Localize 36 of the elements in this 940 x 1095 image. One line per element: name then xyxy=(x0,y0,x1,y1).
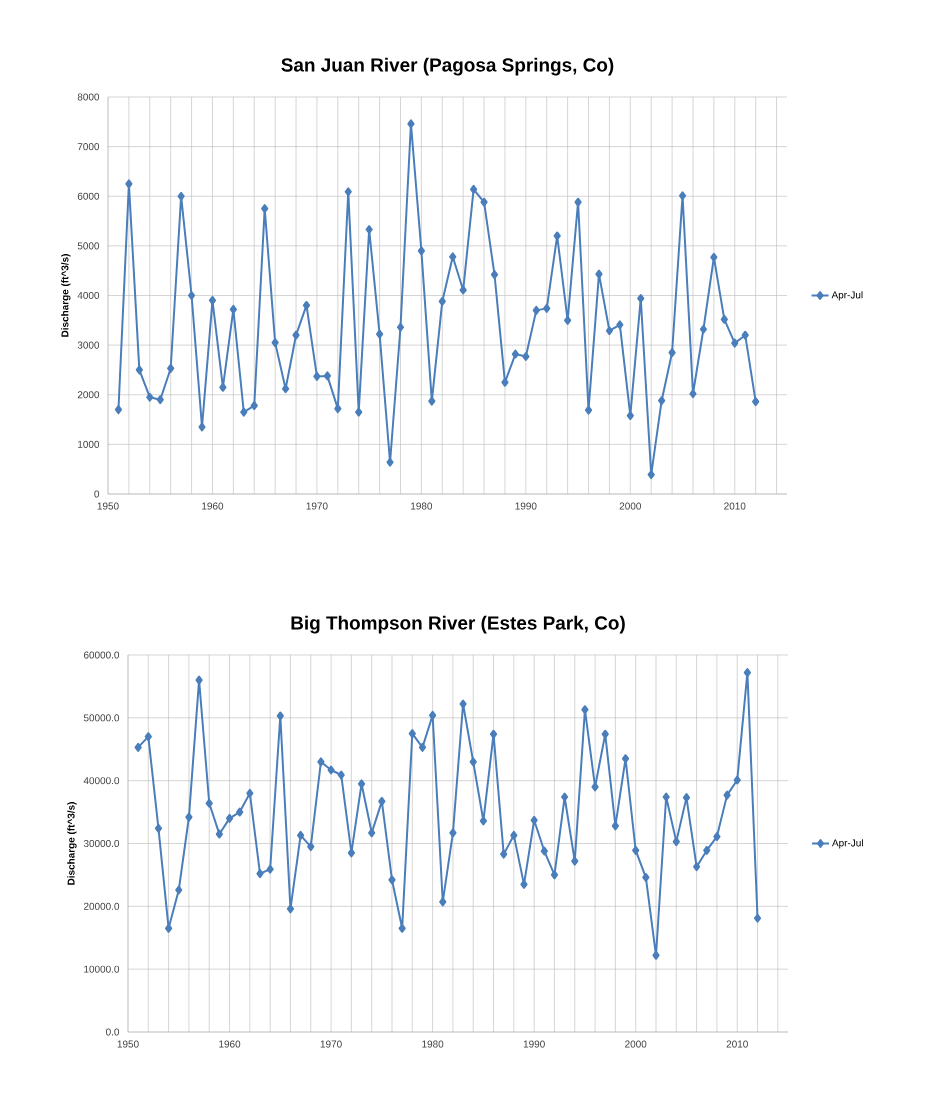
legend-label: Apr-Jul xyxy=(831,291,863,301)
x-tick-label: 1980 xyxy=(422,1040,444,1048)
y-tick-label: 4000 xyxy=(77,291,100,300)
y-tick-label: 60000.0 xyxy=(83,651,120,659)
x-tick-label: 1980 xyxy=(411,502,433,510)
y-tick-label: 0.0 xyxy=(106,1028,120,1036)
y-tick-label: 10000.0 xyxy=(84,965,120,973)
x-tick-label: 1990 xyxy=(523,1040,545,1048)
x-tick-label: 1950 xyxy=(97,502,119,510)
y-tick-label: 30000.0 xyxy=(83,839,120,848)
y-tick-label: 1000 xyxy=(78,440,100,448)
x-tick-label: 1960 xyxy=(219,1040,241,1048)
x-tick-label: 2000 xyxy=(625,1040,647,1048)
y-tick-label: 2000 xyxy=(77,391,100,399)
x-tick-label: 1990 xyxy=(515,502,537,510)
y-tick-label: 40000.0 xyxy=(83,777,120,785)
y-axis-title: Discharge (ft^3/s) xyxy=(67,802,77,885)
y-axis-title: Discharge (ft^3/s) xyxy=(61,254,71,337)
x-tick-label: 1970 xyxy=(320,1040,342,1048)
x-tick-label: 1970 xyxy=(306,502,328,510)
x-tick-label: 1950 xyxy=(117,1040,139,1048)
y-tick-label: 6000 xyxy=(77,192,100,200)
y-tick-label: 0 xyxy=(94,490,100,498)
chart-title: Big Thompson River (Estes Park, Co) xyxy=(291,615,625,634)
legend-label: Apr-Jul xyxy=(832,839,863,849)
x-tick-label: 2010 xyxy=(724,502,746,510)
x-tick-label: 2010 xyxy=(726,1040,748,1048)
y-tick-label: 5000 xyxy=(77,242,100,250)
x-tick-label: 1960 xyxy=(202,502,224,510)
y-tick-label: 50000.0 xyxy=(83,714,120,722)
chart-title: San Juan River (Pagosa Springs, Co) xyxy=(281,57,614,76)
y-tick-label: 8000 xyxy=(77,93,100,101)
y-tick-label: 7000 xyxy=(77,143,100,151)
x-tick-label: 2000 xyxy=(619,502,641,510)
y-tick-label: 3000 xyxy=(77,341,100,349)
y-tick-label: 20000.0 xyxy=(83,902,120,910)
